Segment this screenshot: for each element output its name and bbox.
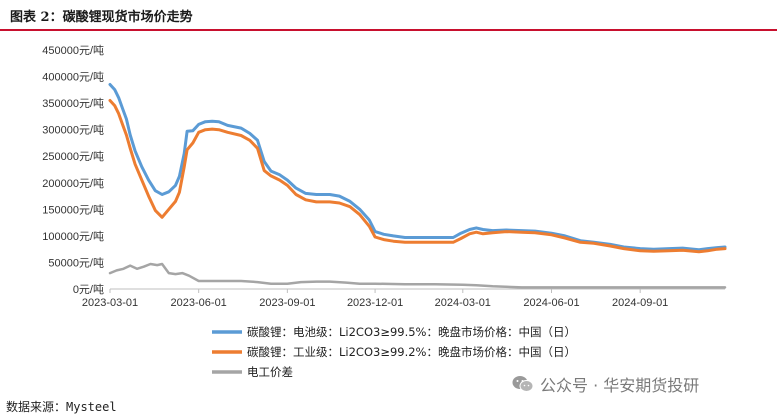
y-tick-label: 50000元/吨: [48, 256, 104, 269]
watermark-text: 公众号 · 华安期货投研: [540, 376, 700, 395]
x-tick-label: 2023-12-01: [347, 297, 403, 309]
series-line-1: [108, 83, 727, 252]
y-tick-label: 300000元/吨: [42, 124, 104, 137]
x-tick-label: 2023-03-01: [82, 297, 138, 309]
y-tick-label: 350000元/吨: [42, 97, 104, 110]
x-tick-label: 2024-03-01: [435, 297, 491, 309]
watermark: 公众号 · 华安期货投研: [512, 372, 699, 396]
series-line-2: [108, 99, 727, 254]
legend-label-1: 碳酸锂：电池级：Li2CO3≥99.5%：晚盘市场价格：中国（日）: [247, 325, 576, 339]
y-tick-label: 150000元/吨: [42, 203, 104, 216]
chart-series: [108, 83, 727, 289]
y-tick-label: 450000元/吨: [42, 44, 104, 57]
y-tick-label: 400000元/吨: [42, 71, 104, 84]
y-tick-label: 100000元/吨: [42, 230, 104, 243]
y-tick-label: 250000元/吨: [42, 150, 104, 163]
title-divider: [0, 29, 777, 31]
legend-label-3: 电工价差: [247, 365, 293, 379]
source-note: 数据来源：Mysteel: [6, 400, 117, 414]
chart-title: 图表 2：碳酸锂现货市场价走势: [10, 10, 193, 25]
x-tick-label: 2023-09-01: [259, 297, 315, 309]
x-tick-label: 2024-06-01: [523, 297, 579, 309]
series-line-3: [108, 262, 727, 289]
x-tick-label: 2023-06-01: [171, 297, 227, 309]
chart-legend: 碳酸锂：电池级：Li2CO3≥99.5%：晚盘市场价格：中国（日） 碳酸锂：工业级…: [212, 325, 576, 379]
y-tick-label: 0元/吨: [73, 283, 104, 296]
legend-label-2: 碳酸锂：工业级：Li2CO3≥99.2%：晚盘市场价格：中国（日）: [247, 345, 576, 359]
y-tick-label: 200000元/吨: [42, 177, 104, 190]
chart-axes: 0元/吨 50000元/吨 100000元/吨 150000元/吨 200000元/吨 2…: [42, 44, 725, 309]
x-tick-label: 2024-09-01: [612, 297, 668, 309]
wechat-icon: [512, 376, 534, 392]
